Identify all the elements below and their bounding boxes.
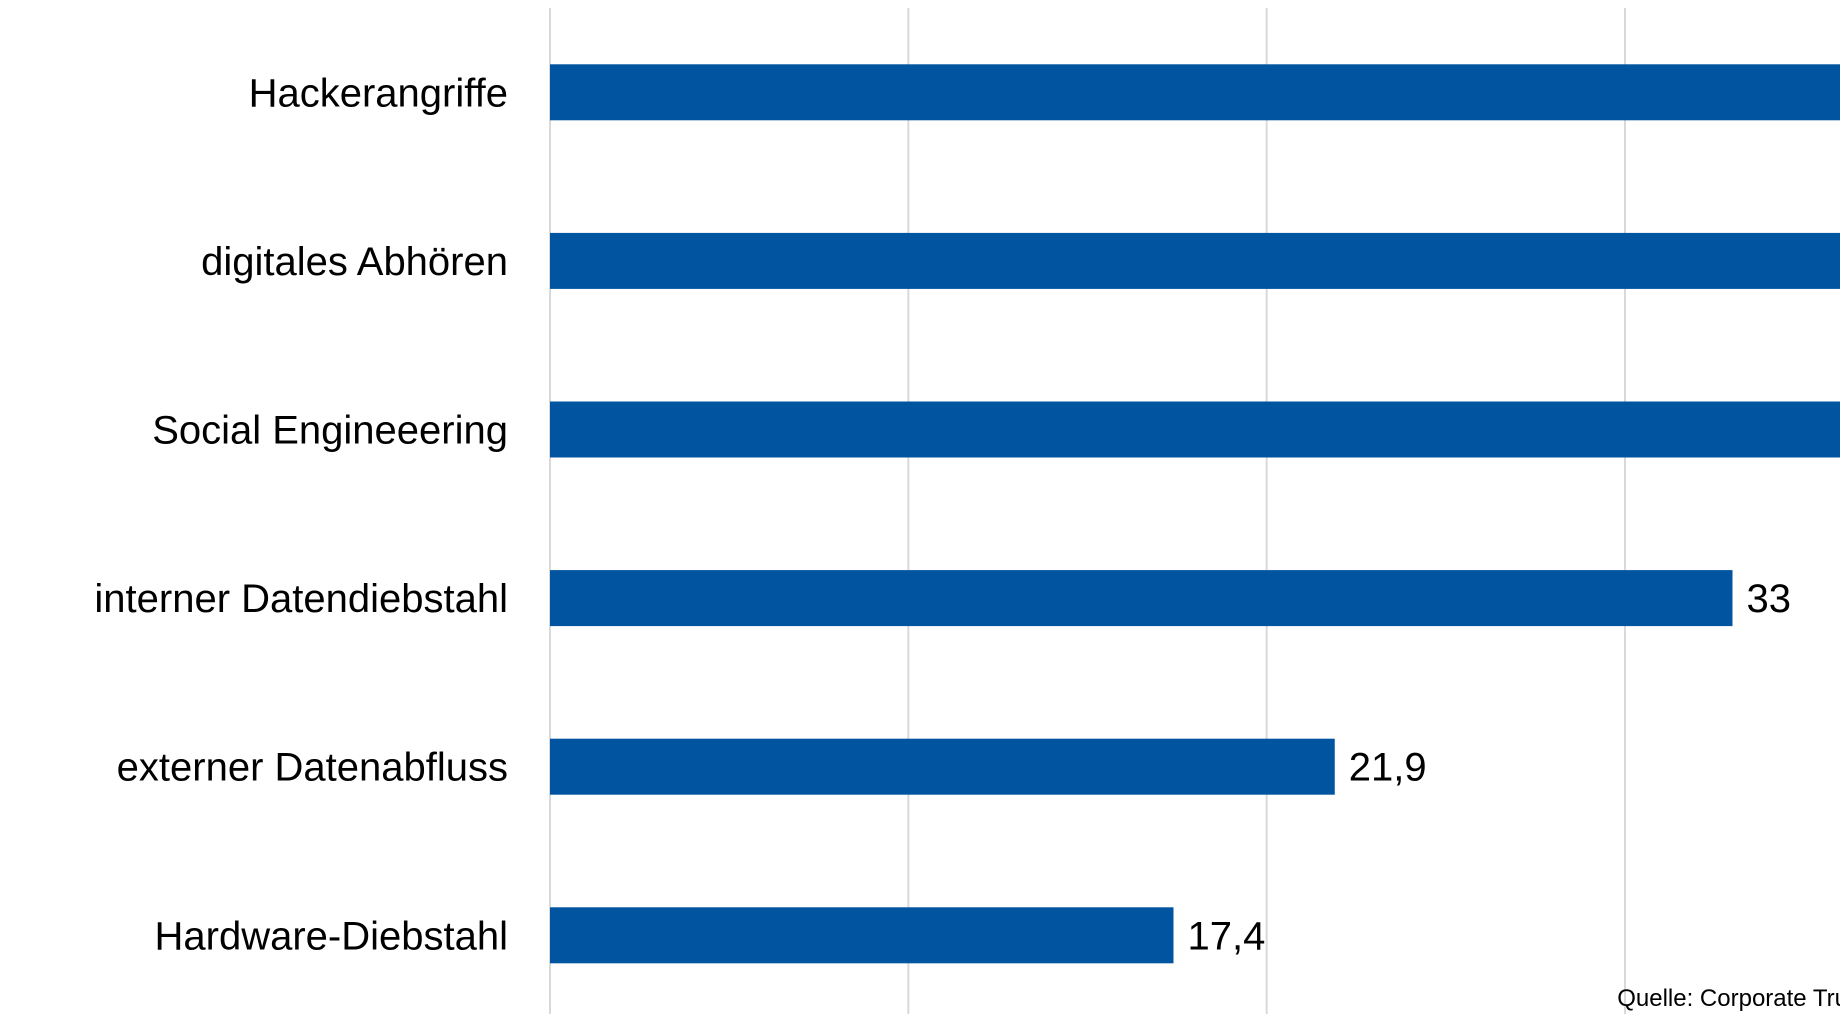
value-label: 21,9 <box>1349 746 1427 790</box>
value-label: 17,4 <box>1188 914 1266 958</box>
bar <box>550 232 1840 289</box>
source-note: Quelle: Corporate Tru <box>1617 985 1840 1012</box>
bar <box>550 401 1840 458</box>
category-label: interner Datendiebstahl <box>94 577 508 621</box>
category-label: digitales Abhören <box>201 240 508 284</box>
bar <box>550 738 1335 795</box>
value-label: 33 <box>1747 577 1792 621</box>
category-labels: Hackerangriffe digitales Abhören Social En… <box>94 71 508 958</box>
gridlines <box>549 8 1626 1014</box>
category-label: Hardware-Diebstahl <box>155 914 508 958</box>
bar <box>550 570 1733 627</box>
category-label: Hackerangriffe <box>249 71 508 115</box>
category-label: externer Datenabfluss <box>117 746 508 790</box>
bar <box>550 64 1840 121</box>
bar <box>550 907 1174 964</box>
value-labels: 49,641,138,43321,917,4 <box>1188 577 1792 958</box>
category-label: Social Engineeering <box>152 409 508 453</box>
bars <box>550 64 1840 964</box>
